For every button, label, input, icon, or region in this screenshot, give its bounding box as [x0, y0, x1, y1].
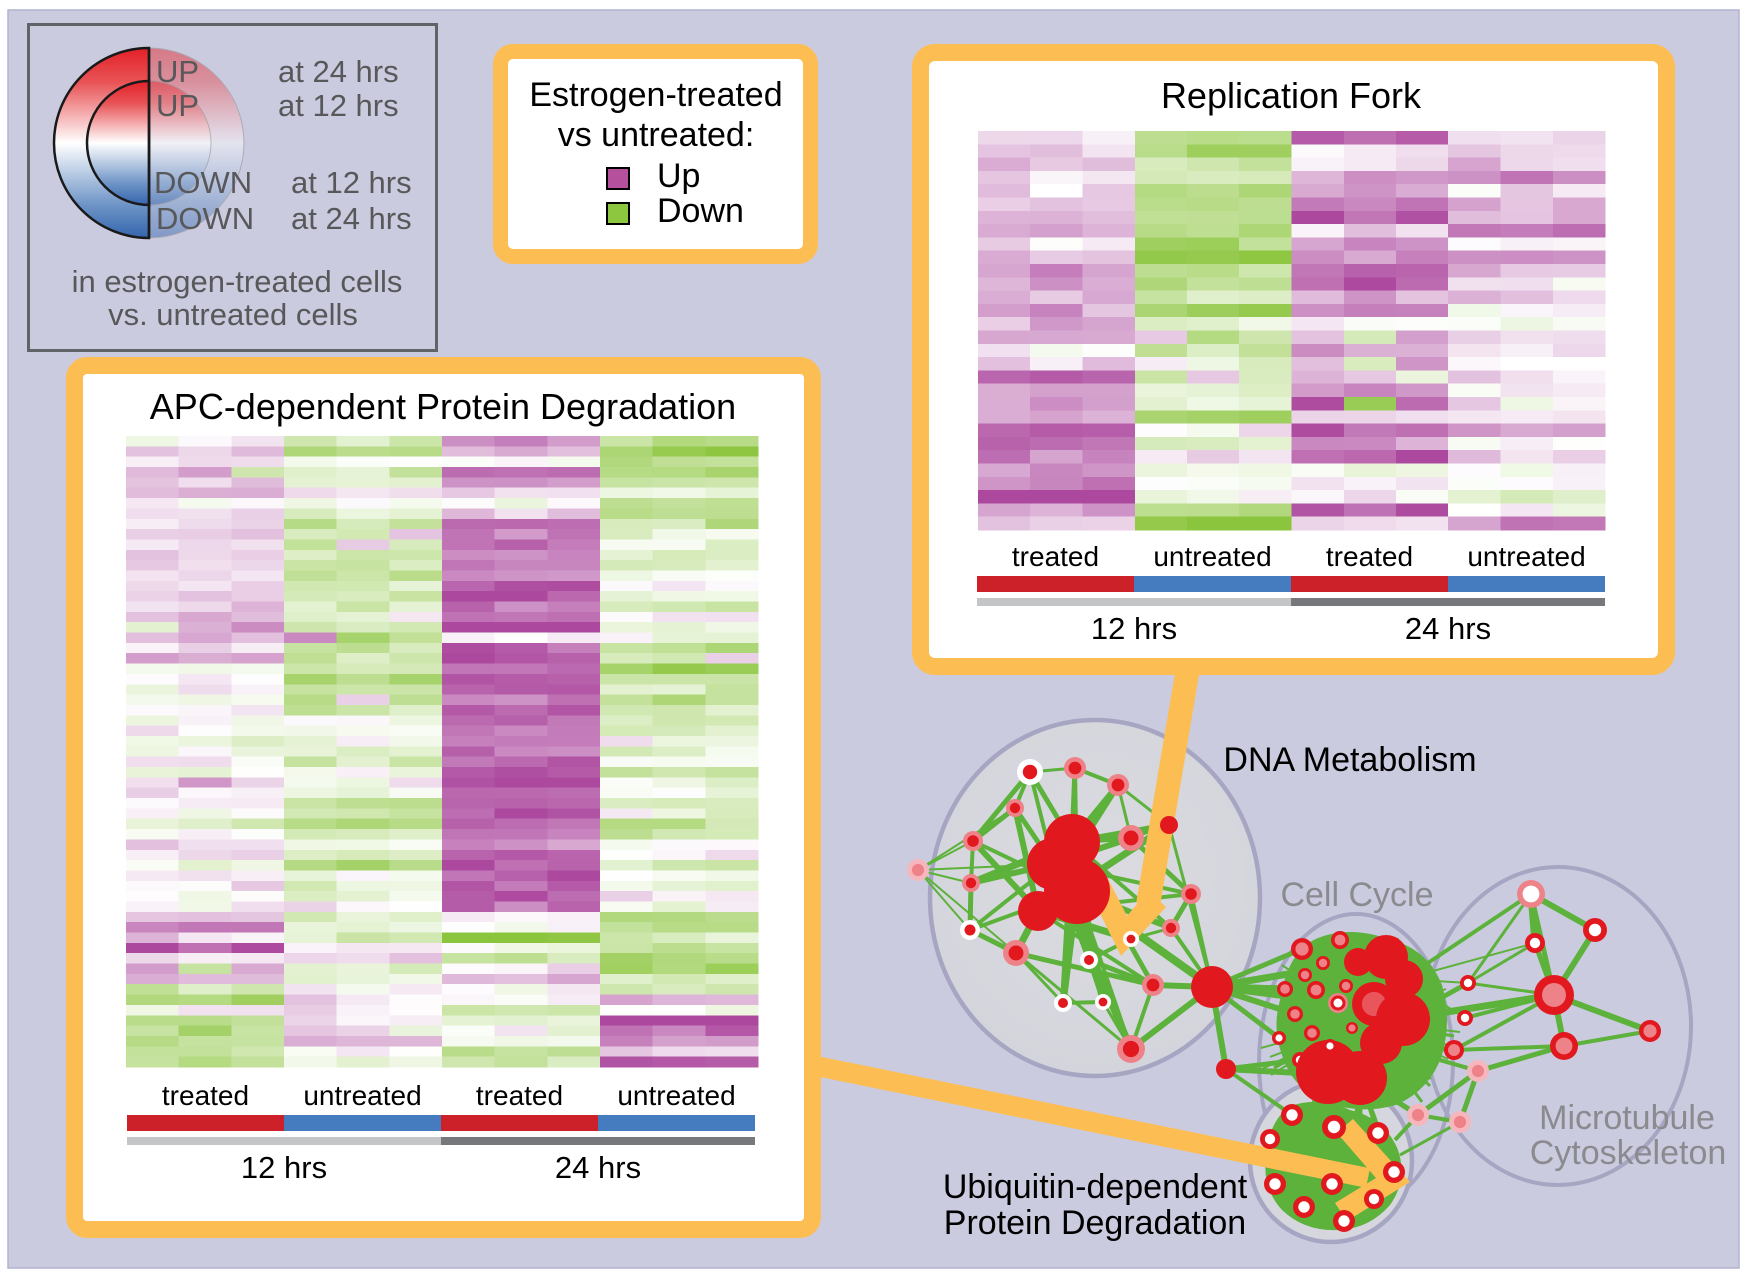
svg-text:24 hrs: 24 hrs: [1405, 611, 1491, 646]
svg-text:DNA Metabolism: DNA Metabolism: [1223, 741, 1476, 779]
svg-text:Protein Degradation: Protein Degradation: [944, 1204, 1246, 1242]
svg-text:12 hrs: 12 hrs: [241, 1150, 327, 1185]
svg-text:treated: treated: [162, 1080, 249, 1111]
svg-text:in estrogen-treated cells: in estrogen-treated cells: [72, 264, 403, 299]
svg-text:untreated: untreated: [617, 1080, 735, 1111]
svg-text:DOWN: DOWN: [154, 165, 252, 200]
svg-text:Estrogen-treated: Estrogen-treated: [529, 76, 782, 114]
svg-text:UP: UP: [156, 88, 199, 123]
svg-text:UP: UP: [156, 54, 199, 89]
svg-text:untreated: untreated: [1153, 541, 1271, 572]
svg-text:treated: treated: [1012, 541, 1099, 572]
svg-text:Down: Down: [657, 192, 744, 230]
svg-text:untreated: untreated: [1467, 541, 1585, 572]
svg-text:24 hrs: 24 hrs: [555, 1150, 641, 1185]
svg-text:at 24 hrs: at 24 hrs: [278, 54, 399, 89]
svg-text:Replication Fork: Replication Fork: [1161, 75, 1422, 116]
svg-text:at 12 hrs: at 12 hrs: [278, 88, 399, 123]
svg-text:DOWN: DOWN: [156, 201, 254, 236]
svg-text:untreated: untreated: [303, 1080, 421, 1111]
svg-text:treated: treated: [1326, 541, 1413, 572]
svg-text:treated: treated: [476, 1080, 563, 1111]
svg-text:Ubiquitin-dependent: Ubiquitin-dependent: [943, 1168, 1248, 1206]
svg-text:at 12 hrs: at 12 hrs: [291, 165, 412, 200]
svg-text:Cell Cycle: Cell Cycle: [1280, 876, 1433, 914]
svg-text:vs. untreated cells: vs. untreated cells: [108, 297, 358, 332]
svg-text:12 hrs: 12 hrs: [1091, 611, 1177, 646]
svg-text:at 24 hrs: at 24 hrs: [291, 201, 412, 236]
svg-text:vs untreated:: vs untreated:: [558, 116, 755, 154]
svg-text:Cytoskeleton: Cytoskeleton: [1530, 1134, 1727, 1172]
svg-text:Up: Up: [657, 157, 700, 195]
svg-text:APC-dependent Protein Degradat: APC-dependent Protein Degradation: [150, 386, 736, 427]
svg-text:Microtubule: Microtubule: [1539, 1099, 1715, 1137]
